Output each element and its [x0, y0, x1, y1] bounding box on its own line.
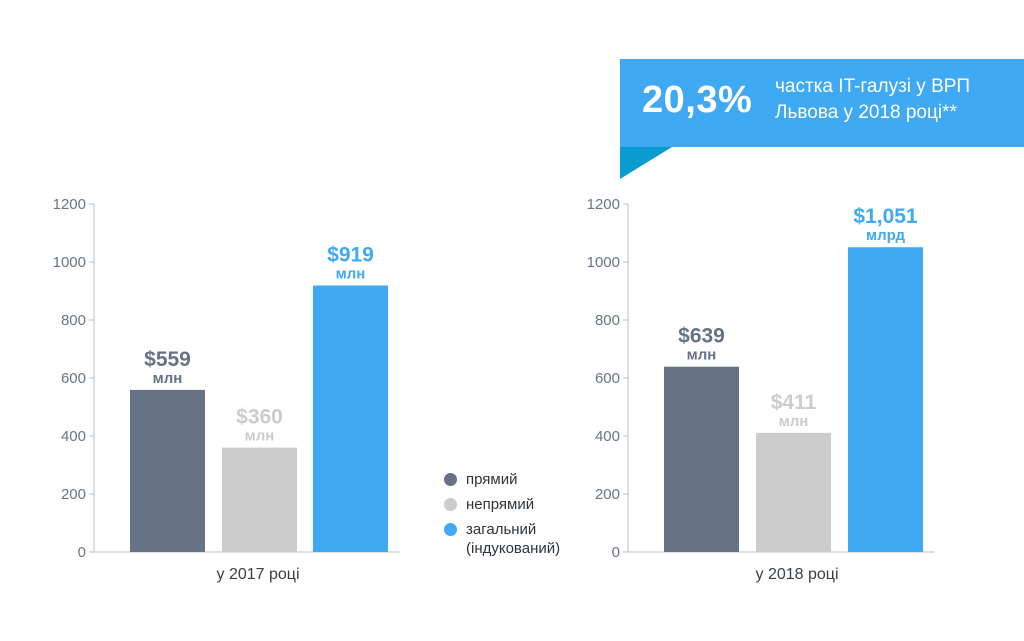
- bar-direct: [664, 366, 739, 552]
- bar-value-label: $639: [678, 325, 725, 348]
- bar-value-label: $559: [144, 348, 191, 371]
- legend-label: прямий: [466, 471, 518, 488]
- bar-unit-label: млн: [779, 413, 809, 430]
- bar-indirect: [756, 432, 831, 552]
- y-tick-label: 400: [61, 428, 86, 445]
- x-axis-label: у 2018 році: [756, 566, 839, 583]
- y-tick-label: 600: [595, 370, 620, 387]
- bar-value-label: $411: [771, 391, 817, 414]
- legend-marker-total: [444, 523, 457, 536]
- x-axis-label: у 2017 році: [217, 566, 300, 583]
- bar-unit-label: млрд: [866, 227, 905, 244]
- bar-direct: [130, 389, 205, 552]
- bar-value-label: $919: [327, 243, 374, 266]
- bar-total: [313, 285, 388, 552]
- legend-item-total: загальний (індукований): [444, 520, 606, 558]
- bar-total: [848, 247, 923, 552]
- y-tick-label: 200: [61, 486, 86, 503]
- legend-label: непрямий: [466, 496, 535, 513]
- y-tick-label: 1000: [53, 254, 86, 271]
- y-tick-label: 1200: [587, 196, 620, 213]
- y-tick-label: 200: [595, 486, 620, 503]
- y-tick-label: 800: [595, 312, 620, 329]
- bar-value-label: $1,051: [853, 205, 918, 228]
- highlight-banner: [620, 59, 1024, 147]
- legend-label: загальний (індукований): [466, 521, 561, 557]
- bar-indirect: [222, 447, 297, 552]
- bar-unit-label: млн: [336, 265, 366, 282]
- legend-marker-indirect: [444, 498, 457, 511]
- y-tick-label: 1200: [53, 196, 86, 213]
- bar-unit-label: млн: [687, 347, 717, 364]
- y-tick-label: 800: [61, 312, 86, 329]
- banner-tail-shape: [620, 147, 672, 179]
- legend-marker-direct: [444, 473, 457, 486]
- y-tick-label: 1000: [587, 254, 620, 271]
- y-tick-label: 400: [595, 428, 620, 445]
- banner-value: 20,3%: [642, 79, 753, 121]
- bar-unit-label: млн: [153, 370, 183, 387]
- y-tick-label: 600: [61, 370, 86, 387]
- y-tick-label: 0: [78, 544, 86, 561]
- legend-item-indirect: непрямий: [444, 495, 606, 514]
- legend-item-direct: прямий: [444, 470, 606, 489]
- bar-unit-label: млн: [245, 428, 275, 445]
- y-tick-label: 0: [612, 544, 620, 561]
- bar-value-label: $360: [236, 406, 283, 429]
- banner-text: частка IT-галузі у ВРП Львова у 2018 роц…: [775, 76, 971, 123]
